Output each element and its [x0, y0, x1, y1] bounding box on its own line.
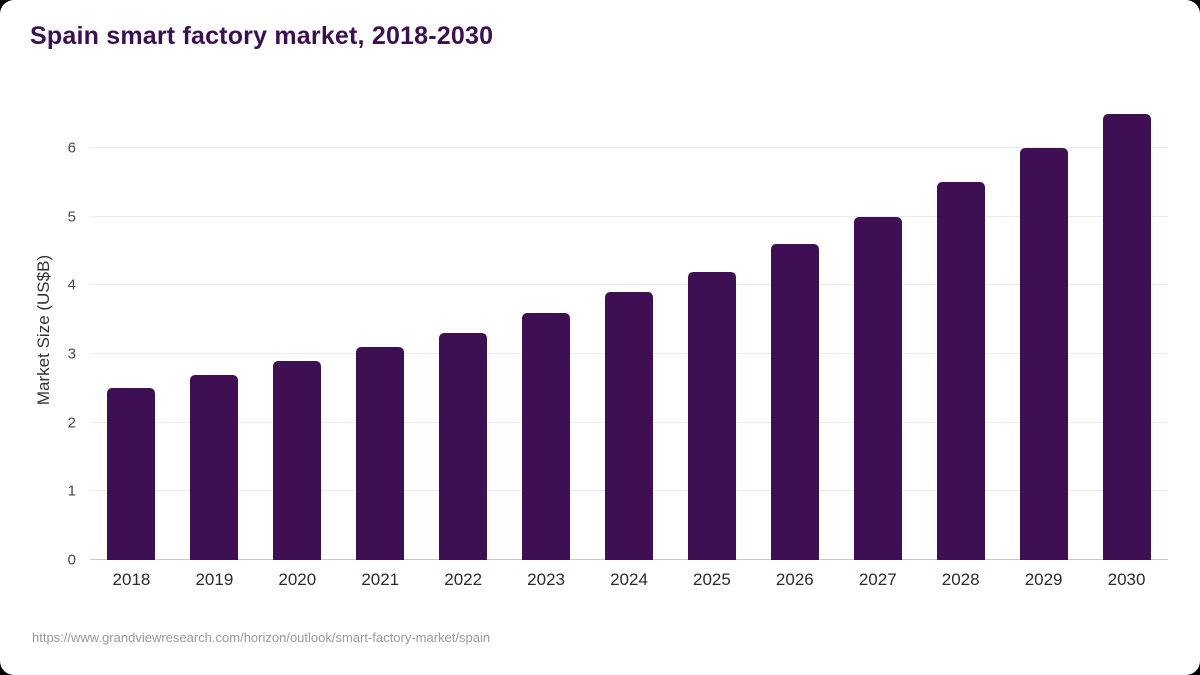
x-tick-label: 2023	[527, 570, 565, 589]
x-tick-label: 2018	[112, 570, 151, 589]
chart-title: Spain smart factory market, 2018-2030	[30, 22, 494, 50]
bar-2026	[770, 244, 819, 560]
y-tick-label: 6	[67, 139, 76, 157]
x-tick-label: 2022	[444, 570, 483, 589]
y-tick-label: 3	[67, 345, 76, 363]
gridline	[90, 215, 1168, 217]
x-tick-label: 2019	[195, 570, 234, 589]
y-tick-label: 5	[67, 208, 76, 226]
bar-2024	[604, 292, 653, 560]
y-axis-title: Market Size (US$B)	[34, 254, 53, 406]
x-tick-label: 2026	[775, 570, 814, 589]
bar-2023	[522, 312, 571, 560]
bar-slot	[90, 100, 173, 560]
x-tick-label: 2021	[361, 570, 400, 589]
bar-2025	[687, 271, 736, 560]
bar-slot	[173, 100, 256, 560]
bar-2020	[273, 360, 322, 560]
x-tick-label: 2025	[693, 570, 731, 589]
bar-slot	[670, 100, 753, 560]
bar-slot	[1002, 100, 1085, 560]
x-tick-label: 2024	[610, 570, 648, 589]
bars-group	[90, 100, 1168, 560]
bar-slot	[422, 100, 505, 560]
x-tick-label: 2030	[1107, 570, 1146, 589]
x-tick-label: 2028	[941, 570, 980, 589]
bar-slot	[339, 100, 422, 560]
bar-2018	[107, 388, 156, 560]
bar-2019	[190, 374, 239, 560]
bar-2030	[1102, 113, 1151, 560]
x-tick-label: 2020	[278, 570, 317, 589]
y-tick-label: 4	[67, 276, 76, 294]
gridline	[90, 284, 1168, 286]
bar-slot	[919, 100, 1002, 560]
x-tick-label: 2027	[858, 570, 897, 589]
bar-slot	[256, 100, 339, 560]
x-axis-labels: 2018 2019 2020 2021 2022 2023 2024 2025 2026 2027…	[90, 566, 1168, 594]
bar-2028	[936, 182, 985, 560]
source-url: https://www.grandviewresearch.com/horizo…	[32, 630, 491, 645]
bar-2022	[439, 333, 488, 560]
bar-slot	[753, 100, 836, 560]
plot-area: 0 1 2 3 4 5 6	[68, 100, 1168, 569]
bar-slot	[588, 100, 671, 560]
bar-2029	[1019, 148, 1068, 560]
gridline	[90, 147, 1168, 149]
bar-2027	[853, 216, 902, 560]
x-tick-label: 2029	[1024, 570, 1063, 589]
y-tick-label: 1	[67, 482, 76, 500]
bar-slot	[836, 100, 919, 560]
y-tick-label: 2	[67, 414, 76, 432]
bar-slot	[1085, 100, 1168, 560]
bar-slot	[505, 100, 588, 560]
bar-2021	[356, 347, 405, 560]
y-tick-label: 0	[67, 551, 76, 569]
